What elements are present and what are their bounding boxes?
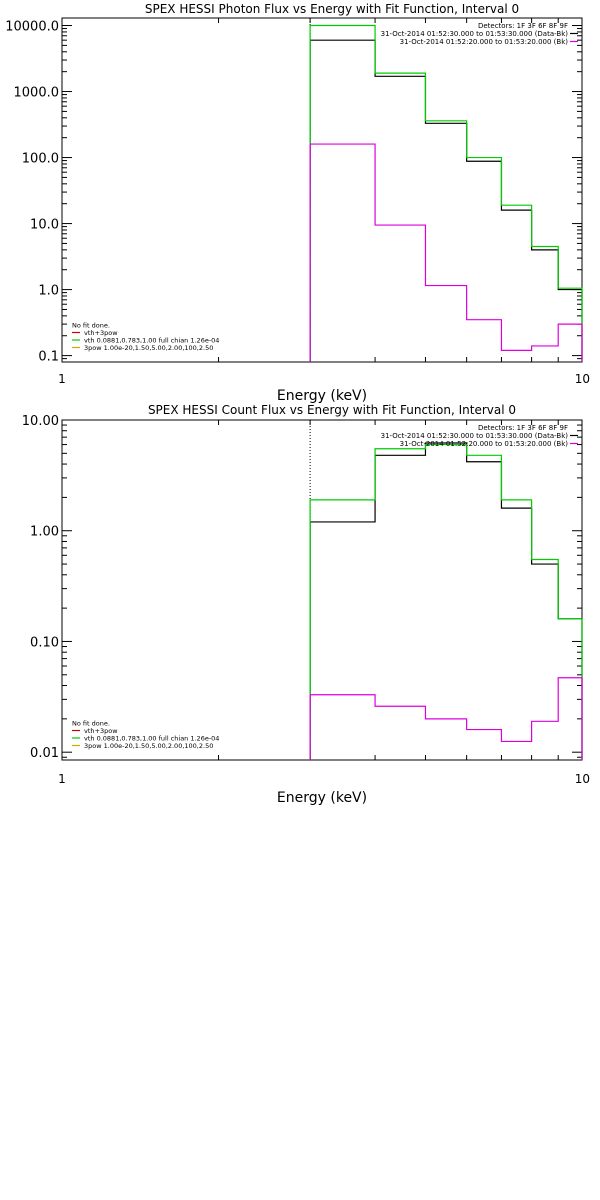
y-tick-label: 1.00	[30, 525, 59, 540]
legend-bottom-entry: No fit done.	[72, 720, 110, 728]
legend-bottom-entry: 3pow 1.00e-20,1.50,5.00,2.00,100,2.50	[84, 344, 213, 352]
legend-top-entry: 31-Oct-2014 01:52:20.000 to 01:53:20.000…	[400, 440, 569, 448]
y-tick-label: 0.01	[30, 746, 59, 761]
x-tick-label: 10	[575, 772, 590, 786]
legend-top-entry: Detectors: 1F 3F 6F 8F 9F	[478, 22, 568, 30]
x-tick-label: 10	[575, 372, 590, 386]
legend-bottom-entry: 3pow 1.00e-20,1.50,5.00,2.00,100,2.50	[84, 742, 213, 750]
series-line-2	[309, 143, 583, 362]
x-axis-label: Energy (keV)	[277, 790, 367, 806]
x-tick-label: 1	[58, 372, 66, 386]
legend-bottom-entry: vth 0.0881,0.783,1.00 full chian 1.26e-0…	[84, 337, 219, 345]
x-tick-label: 1	[58, 772, 66, 786]
y-tick-label: 100.0	[22, 152, 59, 167]
y-tick-label: 10.00	[22, 414, 59, 429]
series-line-2	[309, 677, 583, 760]
y-tick-label: 0.10	[30, 635, 59, 650]
legend-top-entry: 31-Oct-2014 01:52:30.000 to 01:53:30.000…	[381, 30, 569, 38]
series-line-1	[309, 443, 583, 760]
plot-frame	[61, 419, 583, 761]
legend-top-entry: Detectors: 1F 3F 6F 8F 9F	[478, 424, 568, 432]
legend-bottom-entry: vth 0.0881,0.783,1.00 full chian 1.26e-0…	[84, 735, 219, 743]
y-tick-label: 10000.0	[5, 20, 59, 35]
series-line-1	[309, 24, 583, 362]
y-tick-label: 10.0	[30, 218, 59, 233]
legend-bottom-entry: vth+3pow	[84, 329, 118, 337]
chart-title: SPEX HESSI Count Flux vs Energy with Fit…	[148, 403, 516, 417]
y-tick-label: 1.0	[38, 284, 59, 299]
x-axis-label: Energy (keV)	[277, 388, 367, 404]
legend-top-entry: 31-Oct-2014 01:52:20.000 to 01:53:20.000…	[400, 38, 569, 46]
y-tick-label: 1000.0	[14, 86, 60, 101]
series-line-0	[309, 39, 583, 362]
chart-title: SPEX HESSI Photon Flux vs Energy with Fi…	[145, 2, 519, 16]
y-tick-label: 0.1	[38, 350, 59, 365]
plot-frame	[61, 17, 583, 363]
series-line-0	[309, 442, 583, 760]
legend-bottom-entry: vth+3pow	[84, 727, 118, 735]
legend-top-entry: 31-Oct-2014 01:52:30.000 to 01:53:30.000…	[381, 432, 569, 440]
legend-bottom-entry: No fit done.	[72, 322, 110, 330]
